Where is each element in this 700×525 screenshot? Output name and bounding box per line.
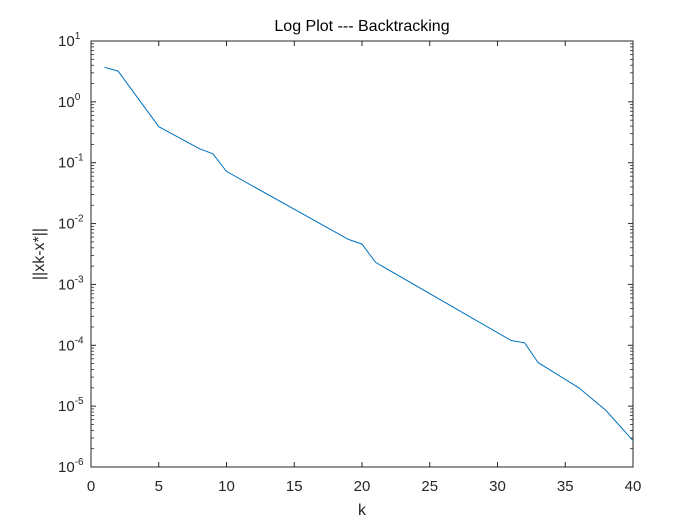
y-tick-base: 10 bbox=[58, 337, 75, 354]
y-tick-exponent: -3 bbox=[75, 274, 84, 285]
plot-area bbox=[90, 40, 634, 468]
x-tick-label: 5 bbox=[155, 478, 163, 495]
y-tick-exponent: -5 bbox=[75, 396, 84, 407]
tick-labels: 0 5 10 15 20 25 30 35 4010110010-110-210-310-410… bbox=[58, 31, 641, 495]
y-tick-base: 10 bbox=[58, 94, 75, 111]
x-tick-label: 25 bbox=[421, 478, 438, 495]
series bbox=[104, 66, 634, 442]
y-tick-label: 10-1 bbox=[58, 153, 84, 172]
y-tick-label: 10-5 bbox=[58, 396, 84, 415]
y-tick-label: 10-3 bbox=[58, 274, 84, 293]
x-tick-label: 15 bbox=[286, 478, 303, 495]
y-tick-base: 10 bbox=[58, 155, 75, 172]
x-tick-label: 40 bbox=[625, 478, 642, 495]
y-tick-base: 10 bbox=[58, 276, 75, 293]
x-tick-label: 10 bbox=[218, 478, 235, 495]
x-tick-label: 35 bbox=[557, 478, 574, 495]
y-tick-base: 10 bbox=[58, 459, 75, 476]
x-tick-label: 30 bbox=[489, 478, 506, 495]
x-axis-label: k bbox=[358, 502, 367, 519]
y-tick-base: 10 bbox=[58, 216, 75, 233]
y-tick-base: 10 bbox=[58, 33, 75, 50]
x-tick-label: 20 bbox=[354, 478, 371, 495]
y-tick-exponent: 0 bbox=[75, 92, 81, 103]
chart-title: Log Plot --- Backtracking bbox=[274, 18, 449, 35]
y-tick-exponent: -6 bbox=[75, 457, 84, 468]
y-tick-label: 10-6 bbox=[58, 457, 84, 476]
y-tick-base: 10 bbox=[58, 398, 75, 415]
y-tick-exponent: 1 bbox=[75, 31, 81, 42]
x-tick-label: 0 bbox=[87, 478, 95, 495]
y-tick-label: 101 bbox=[58, 31, 81, 50]
y-tick-label: 10-4 bbox=[58, 335, 84, 354]
y-tick-exponent: -2 bbox=[75, 214, 84, 225]
y-tick-label: 100 bbox=[58, 92, 81, 111]
ticks bbox=[90, 40, 634, 468]
y-tick-label: 10-2 bbox=[58, 214, 84, 233]
y-tick-exponent: -1 bbox=[75, 153, 84, 164]
y-tick-exponent: -4 bbox=[75, 335, 84, 346]
y-axis-label: ||xk-x*|| bbox=[31, 228, 48, 280]
series-line bbox=[104, 66, 634, 442]
